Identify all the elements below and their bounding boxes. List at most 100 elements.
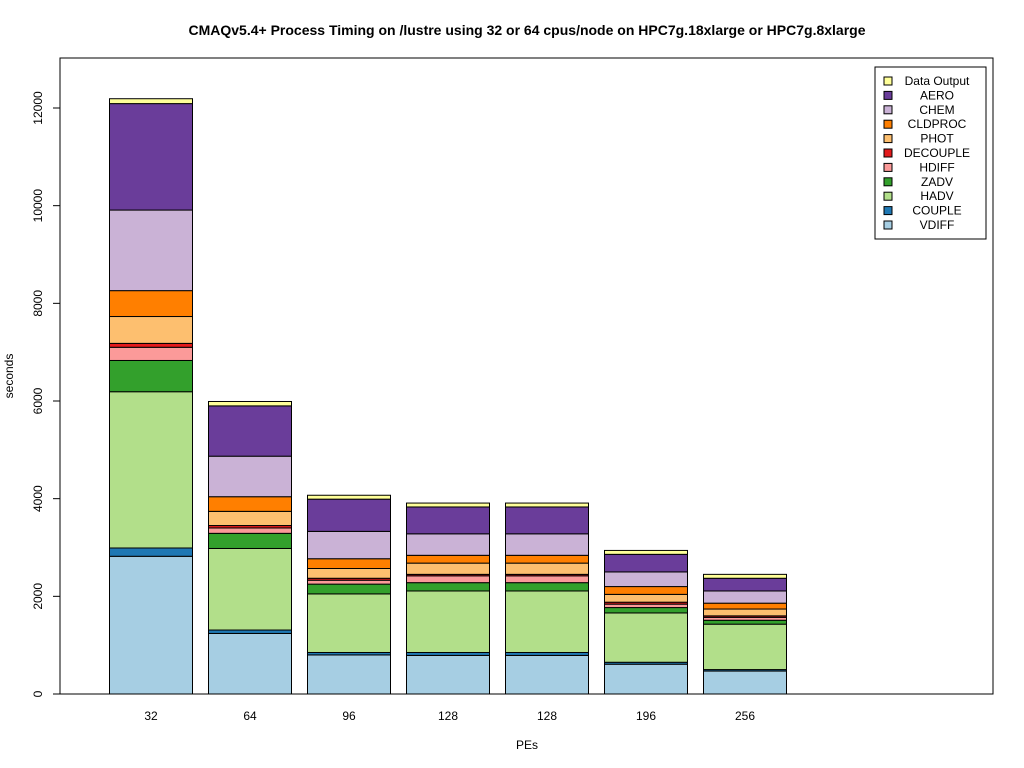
legend-label: PHOT (920, 132, 954, 146)
bar-segment-chem-5 (505, 533, 589, 556)
bar-segment-data-output-7 (703, 573, 787, 579)
legend-label: ZADV (921, 175, 953, 189)
bar-segment-vdiff-6 (604, 663, 688, 695)
y-tick-label: 8000 (31, 290, 45, 317)
bar-segment-hadv-1 (109, 391, 193, 549)
y-tick-label: 10000 (31, 189, 45, 223)
legend-swatch (883, 76, 893, 86)
legend-swatch (883, 134, 893, 144)
chart-title: CMAQv5.4+ Process Timing on /lustre usin… (188, 22, 865, 38)
bar-segment-chem-7 (703, 590, 787, 604)
bar-segment-zadv-1 (109, 359, 193, 393)
legend-swatch (883, 90, 893, 100)
x-tick-label: 96 (342, 709, 356, 723)
bar-segment-hdiff-2 (208, 527, 292, 534)
y-axis-label: seconds (2, 354, 16, 399)
bar-segment-data-output-1 (109, 98, 193, 105)
legend-label: VDIFF (920, 218, 955, 232)
bar-segment-chem-2 (208, 455, 292, 498)
y-tick-label: 4000 (31, 485, 45, 512)
bar-segment-aero-5 (505, 506, 589, 535)
bar-segment-decouple-1 (109, 342, 193, 348)
bars-layer (109, 98, 787, 695)
bar-segment-vdiff-2 (208, 632, 292, 695)
legend-label: DECOUPLE (904, 146, 970, 160)
bar-segment-aero-6 (604, 553, 688, 573)
bar-segment-data-output-6 (604, 549, 688, 555)
bar-segment-hdiff-6 (604, 603, 688, 609)
bar-segment-hdiff-4 (406, 575, 490, 584)
bar-segment-vdiff-7 (703, 670, 787, 695)
bar-segment-aero-3 (307, 498, 391, 532)
bar-segment-couple-1 (109, 547, 193, 557)
bar-segment-phot-5 (505, 562, 589, 575)
bar-segment-hadv-4 (406, 590, 490, 653)
bar-segment-data-output-4 (406, 502, 490, 508)
legend-swatch (883, 177, 893, 187)
bar-segment-chem-3 (307, 530, 391, 560)
bar-segment-aero-7 (703, 577, 787, 592)
bar-segment-hadv-3 (307, 593, 391, 653)
legend-swatch (883, 148, 893, 158)
x-tick-label: 64 (243, 709, 257, 723)
x-tick-label: 128 (438, 709, 458, 723)
bar-segment-zadv-4 (406, 582, 490, 592)
legend-label: HDIFF (919, 160, 954, 174)
y-tick-label: 12000 (31, 91, 45, 125)
x-tick-label: 128 (537, 709, 557, 723)
bar-segment-phot-6 (604, 593, 688, 603)
y-tick-label: 0 (31, 690, 45, 697)
bar-segment-hadv-2 (208, 547, 292, 631)
bar-segment-cldproc-4 (406, 554, 490, 564)
bar-segment-hadv-7 (703, 623, 787, 671)
bar-segment-chem-4 (406, 533, 490, 556)
bar-segment-zadv-7 (703, 619, 787, 625)
legend-label: HADV (920, 189, 953, 203)
bar-segment-zadv-2 (208, 532, 292, 549)
legend-swatch (883, 105, 893, 115)
bar-segment-hdiff-3 (307, 579, 391, 585)
bar-segment-zadv-5 (505, 582, 589, 592)
bar-segment-cldproc-5 (505, 554, 589, 564)
bar-segment-cldproc-3 (307, 558, 391, 569)
bar-segment-aero-1 (109, 103, 193, 211)
x-tick-label: 196 (636, 709, 656, 723)
legend-label: Data Output (905, 74, 970, 88)
bar-segment-hdiff-5 (505, 575, 589, 584)
legend-label: CLDPROC (908, 117, 967, 131)
x-axis-label: PEs (516, 738, 538, 752)
legend-swatch (883, 191, 893, 201)
bar-segment-zadv-6 (604, 607, 688, 614)
bar-segment-data-output-3 (307, 494, 391, 500)
bar-segment-chem-6 (604, 571, 688, 588)
bar-segment-hadv-5 (505, 590, 589, 653)
x-tick-label: 256 (735, 709, 755, 723)
bar-segment-hdiff-1 (109, 346, 193, 361)
legend-swatch (883, 119, 893, 129)
bar-segment-hadv-6 (604, 612, 688, 663)
x-tick-label: 32 (144, 709, 158, 723)
bar-segment-cldproc-6 (604, 586, 688, 595)
y-axis: 0 2000 4000 6000 8000 10000 12000 (31, 91, 61, 697)
bar-segment-phot-4 (406, 562, 490, 575)
legend-box (874, 66, 987, 240)
bar-segment-couple-2 (208, 629, 292, 634)
bar-segment-data-output-2 (208, 400, 292, 407)
legend-swatch (883, 206, 893, 216)
bar-segment-aero-4 (406, 506, 490, 535)
bar-segment-aero-2 (208, 405, 292, 457)
bar-segment-phot-7 (703, 608, 787, 617)
bar-segment-vdiff-5 (505, 654, 589, 695)
legend-label: AERO (920, 88, 954, 102)
bar-segment-phot-2 (208, 510, 292, 527)
legend: Data OutputAEROCHEMCLDPROCPHOTDECOUPLEHD… (874, 66, 987, 240)
bar-segment-chem-1 (109, 209, 193, 292)
bar-segment-cldproc-7 (703, 602, 787, 610)
bar-segment-data-output-5 (505, 502, 589, 508)
bar-segment-cldproc-2 (208, 496, 292, 512)
bar-segment-phot-3 (307, 567, 391, 579)
y-tick-label: 2000 (31, 583, 45, 610)
legend-label: COUPLE (912, 204, 961, 218)
bar-segment-cldproc-1 (109, 290, 193, 318)
